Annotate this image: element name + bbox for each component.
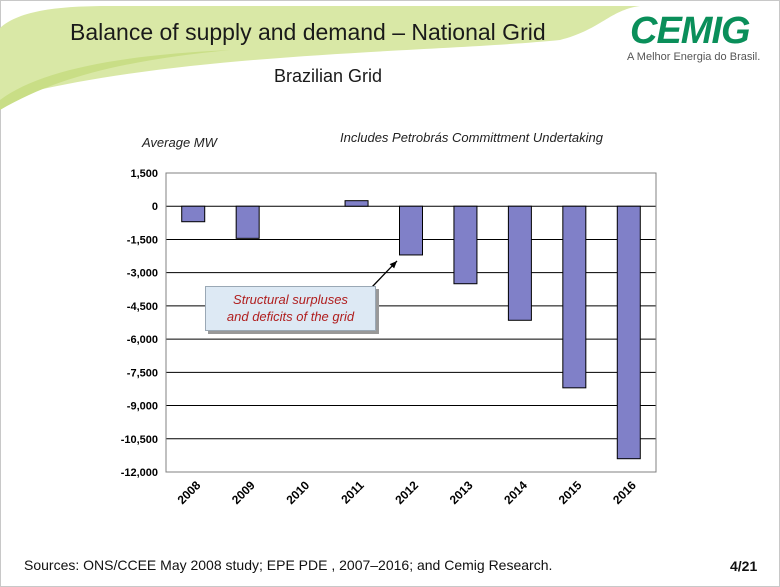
y-tick-label: -1,500 bbox=[127, 234, 158, 246]
x-tick-label: 2016 bbox=[610, 478, 639, 507]
y-tick-label: -6,000 bbox=[127, 334, 158, 346]
x-tick-label: 2008 bbox=[175, 478, 204, 507]
x-tick-label: 2013 bbox=[447, 478, 476, 507]
bar-2015 bbox=[562, 205, 587, 389]
page-number: 4/21 bbox=[730, 558, 758, 574]
y-tick-label: -9,000 bbox=[127, 401, 158, 413]
swoosh-tail bbox=[0, 50, 230, 110]
x-tick-label: 2009 bbox=[229, 478, 258, 507]
bar-chart: 1,500 0 -1,500 -3,000 -4,500 -6,000 -7,500 -9,0… bbox=[121, 168, 657, 507]
chart-subtitle: Brazilian Grid bbox=[274, 66, 383, 86]
y-tick-label: -4,500 bbox=[127, 301, 158, 313]
x-tick-label: 2010 bbox=[283, 478, 312, 507]
y-axis-label: Average MW bbox=[142, 135, 217, 150]
bar-2009 bbox=[235, 205, 260, 239]
y-tick-label: -10,500 bbox=[121, 434, 158, 446]
swoosh-shape bbox=[0, 6, 640, 100]
bar-2013 bbox=[453, 205, 478, 285]
y-tick-label: -12,000 bbox=[121, 467, 158, 479]
annotation-line-1: Structural surpluses bbox=[233, 292, 348, 307]
x-tick-label: 2011 bbox=[338, 478, 367, 507]
chart-annotation: Structural surpluses and deficits of the… bbox=[205, 286, 376, 331]
logo-tagline: A Melhor Energia do Brasil. bbox=[627, 51, 761, 63]
y-tick-label: -3,000 bbox=[127, 268, 158, 280]
x-tick-label: 2015 bbox=[556, 478, 585, 507]
annotation-arrowhead bbox=[389, 260, 397, 269]
bar-2012 bbox=[399, 205, 423, 256]
y-tick-label: 0 bbox=[152, 201, 158, 213]
y-tick-label: 1,500 bbox=[130, 168, 158, 180]
slide-title: Balance of supply and demand – National … bbox=[70, 19, 546, 45]
cemig-logo: CEMIG A Melhor Energia do Brasil. bbox=[624, 10, 769, 66]
bar-2014 bbox=[507, 205, 532, 321]
x-tick-label: 2012 bbox=[392, 478, 421, 507]
bar-2016 bbox=[616, 205, 641, 460]
sources-footer: Sources: ONS/CCEE May 2008 study; EPE PD… bbox=[24, 557, 553, 573]
bar-2011 bbox=[344, 200, 369, 207]
logo-wordmark: CEMIG bbox=[630, 10, 751, 52]
bar-2008 bbox=[181, 205, 206, 223]
y-tick-label: -7,500 bbox=[127, 367, 158, 379]
chart-note: Includes Petrobrás Committment Undertaki… bbox=[340, 130, 604, 145]
annotation-line-2: and deficits of the grid bbox=[226, 309, 355, 324]
x-tick-label: 2014 bbox=[501, 478, 530, 507]
header-swoosh bbox=[0, 6, 640, 110]
plot-area bbox=[165, 172, 657, 473]
